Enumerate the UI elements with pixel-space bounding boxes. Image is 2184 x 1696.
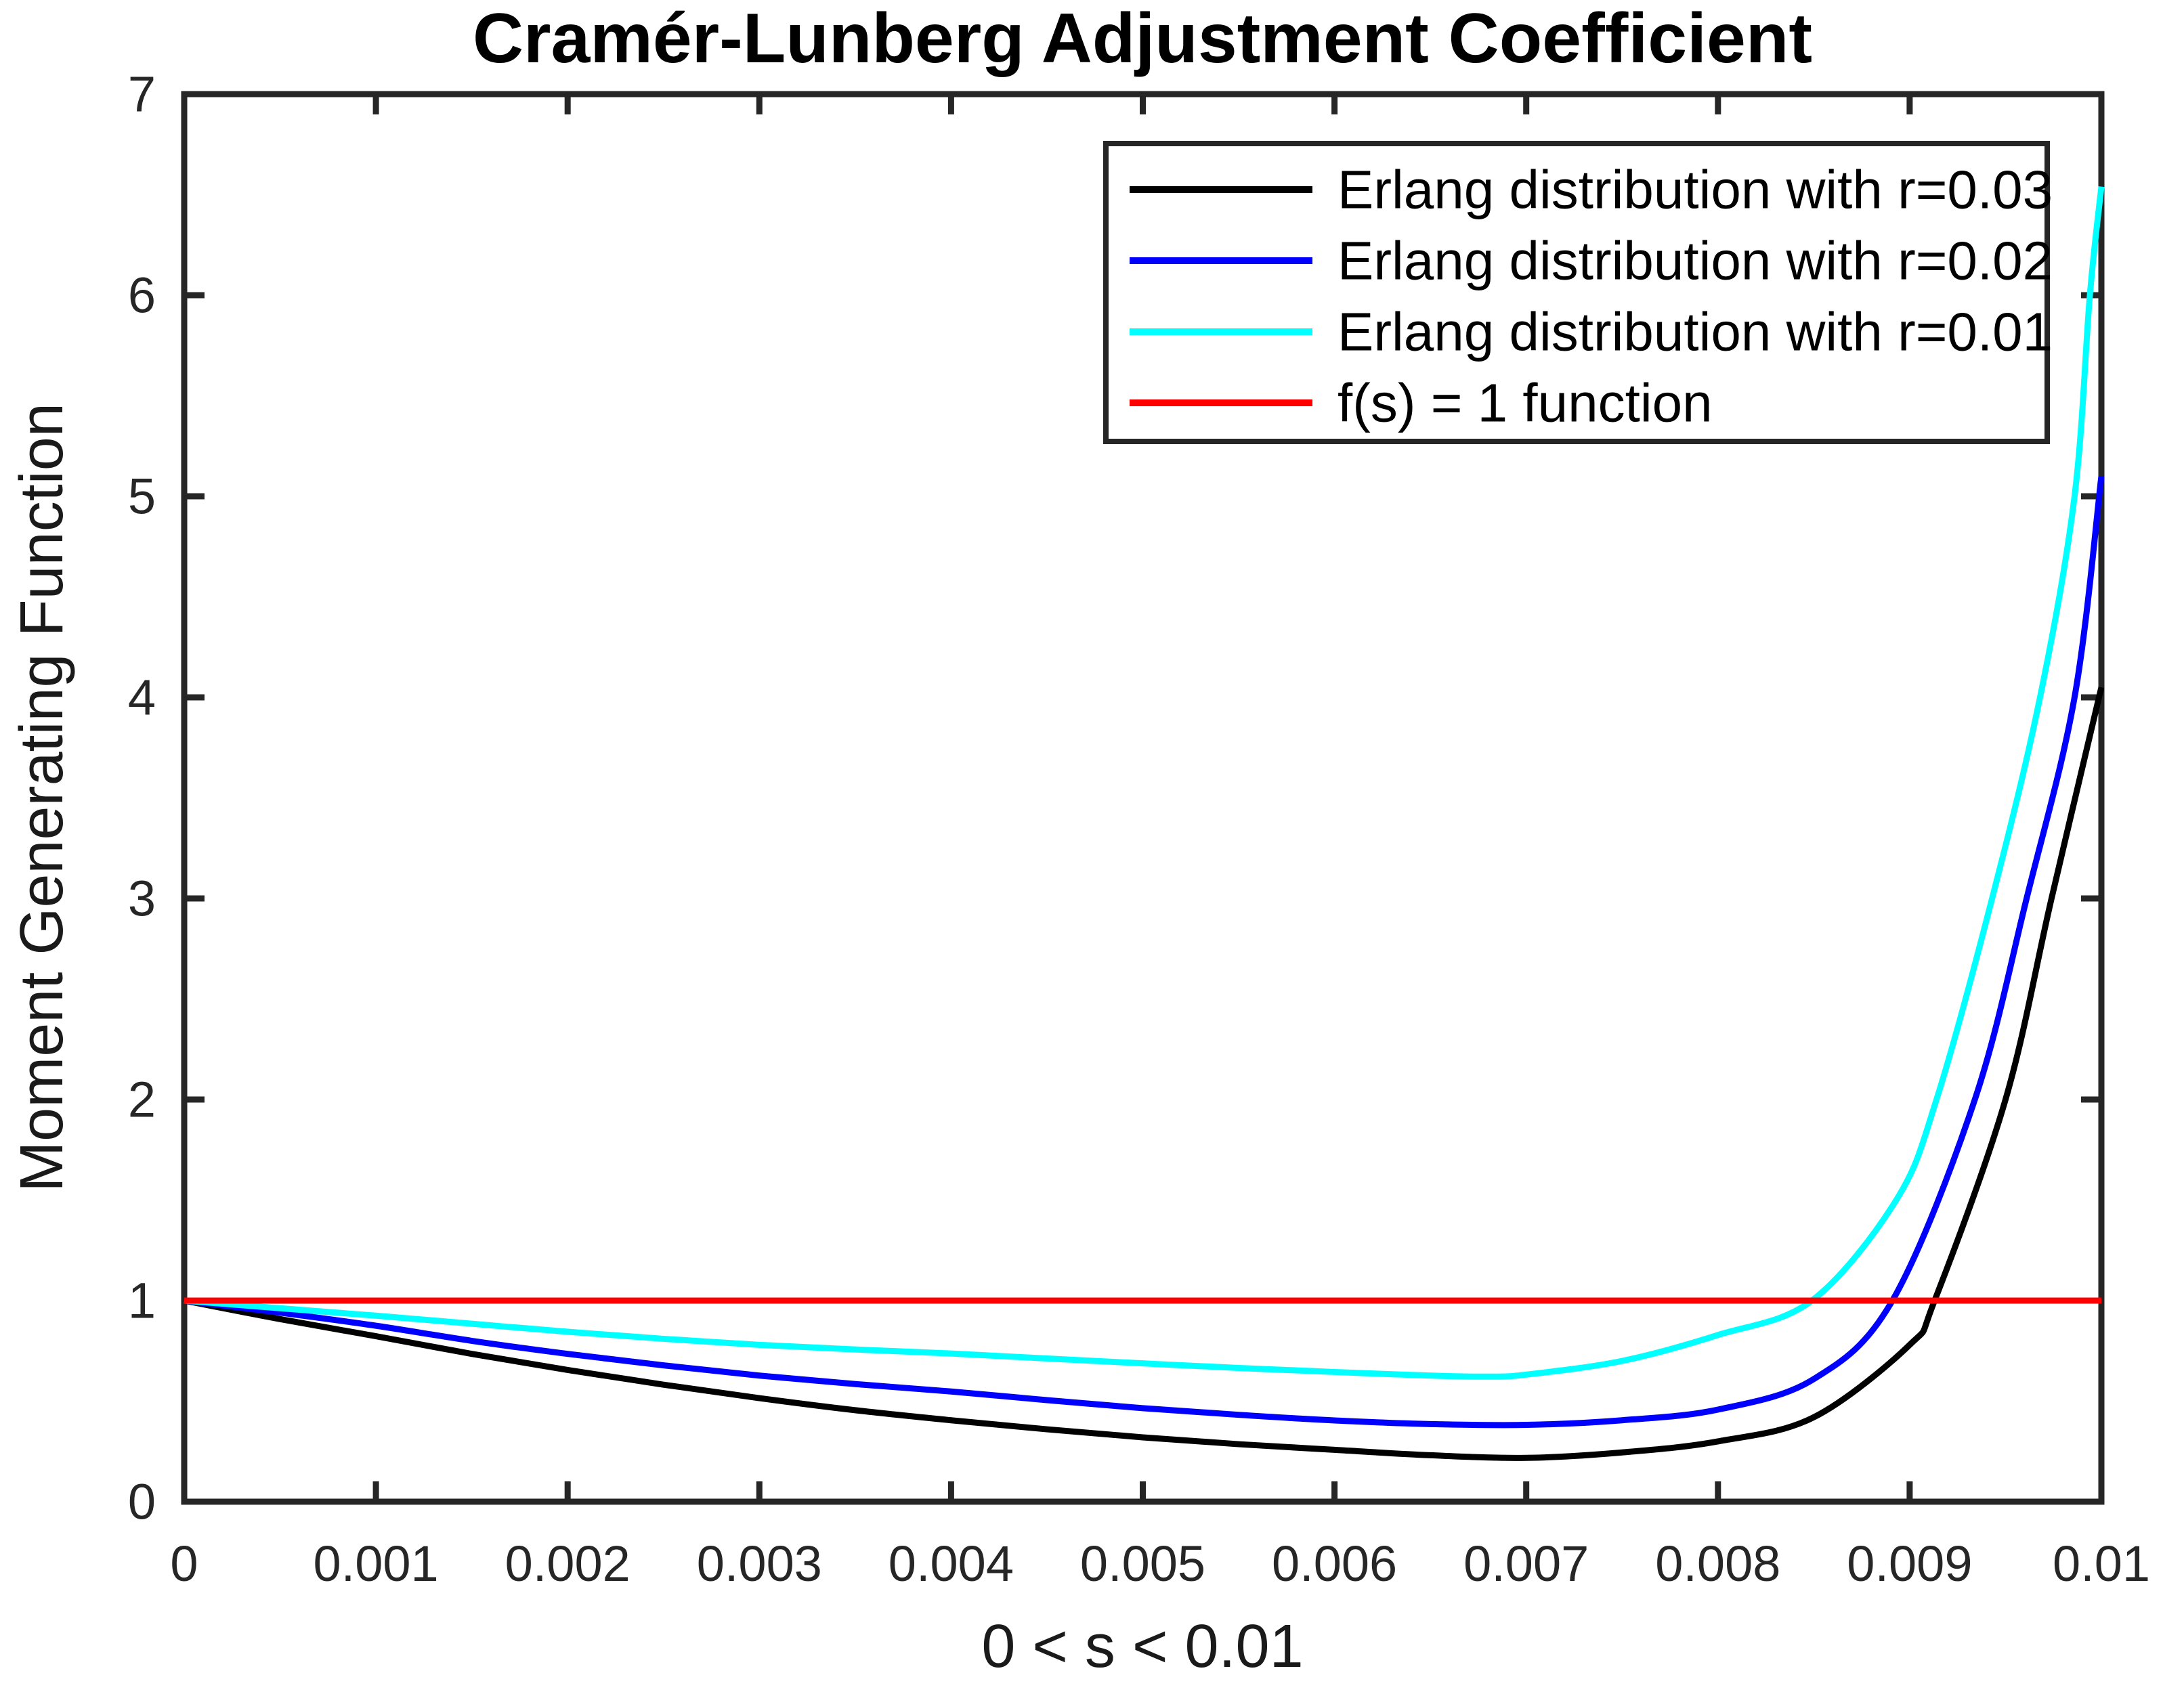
x-tick-label-0.001: 0.001 xyxy=(314,1536,439,1592)
y-tick-label-7: 7 xyxy=(128,66,156,123)
x-tick-label-0.002: 0.002 xyxy=(505,1536,630,1592)
y-tick-label-0: 0 xyxy=(128,1474,156,1530)
y-tick-label-4: 4 xyxy=(128,670,156,726)
legend-entry-0: Erlang distribution with r=0.03 xyxy=(1130,160,2053,220)
x-tick-label-0.007: 0.007 xyxy=(1463,1536,1589,1592)
legend-label-1: Erlang distribution with r=0.02 xyxy=(1337,231,2053,291)
y-tick-label-3: 3 xyxy=(128,871,156,927)
series-layer xyxy=(184,186,2105,1461)
series-line-2-erlang-distribution-with-r-0-01 xyxy=(184,186,2105,1380)
x-tick-label-0.006: 0.006 xyxy=(1272,1536,1397,1592)
plot-area: 0 0.001 0.002 0.003 0.004 0.005 0.006 0.007 0.00… xyxy=(128,66,2150,1592)
x-tick-label-0.008: 0.008 xyxy=(1655,1536,1780,1592)
x-tick-label-0.009: 0.009 xyxy=(1847,1536,1972,1592)
legend-entry-1: Erlang distribution with r=0.02 xyxy=(1130,231,2053,291)
chart-title: Cramér-Lunberg Adjustment Coefficient xyxy=(473,0,1812,78)
legend: Erlang distribution with r=0.03 Erlang di… xyxy=(1103,141,2053,444)
legend-box xyxy=(1103,141,2050,444)
y-tick-label-1: 1 xyxy=(128,1273,156,1329)
legend-label-2: Erlang distribution with r=0.01 xyxy=(1337,302,2053,362)
y-tick-label-5: 5 xyxy=(128,469,156,525)
series-line-0-erlang-distribution-with-r-0-03 xyxy=(184,687,2105,1461)
y-axis-label: Moment Generating Function xyxy=(8,403,76,1192)
x-tick-label-0: 0 xyxy=(170,1536,198,1592)
x-tick-label-0.005: 0.005 xyxy=(1080,1536,1205,1592)
x-tick-label-0.004: 0.004 xyxy=(888,1536,1014,1592)
x-tick-label-0.003: 0.003 xyxy=(697,1536,822,1592)
x-axis-label: 0 < s < 0.01 xyxy=(981,1613,1303,1680)
legend-label-3: f(s) = 1 function xyxy=(1337,373,1713,433)
legend-label-0: Erlang distribution with r=0.03 xyxy=(1337,160,2053,220)
legend-entry-2: Erlang distribution with r=0.01 xyxy=(1130,302,2053,362)
series-line-1-erlang-distribution-with-r-0-02 xyxy=(184,475,2105,1429)
y-tick-label-6: 6 xyxy=(128,267,156,324)
x-tick-label-0.01: 0.01 xyxy=(2053,1536,2150,1592)
y-tick-label-2: 2 xyxy=(128,1072,156,1128)
legend-entry-3: f(s) = 1 function xyxy=(1130,373,1713,433)
